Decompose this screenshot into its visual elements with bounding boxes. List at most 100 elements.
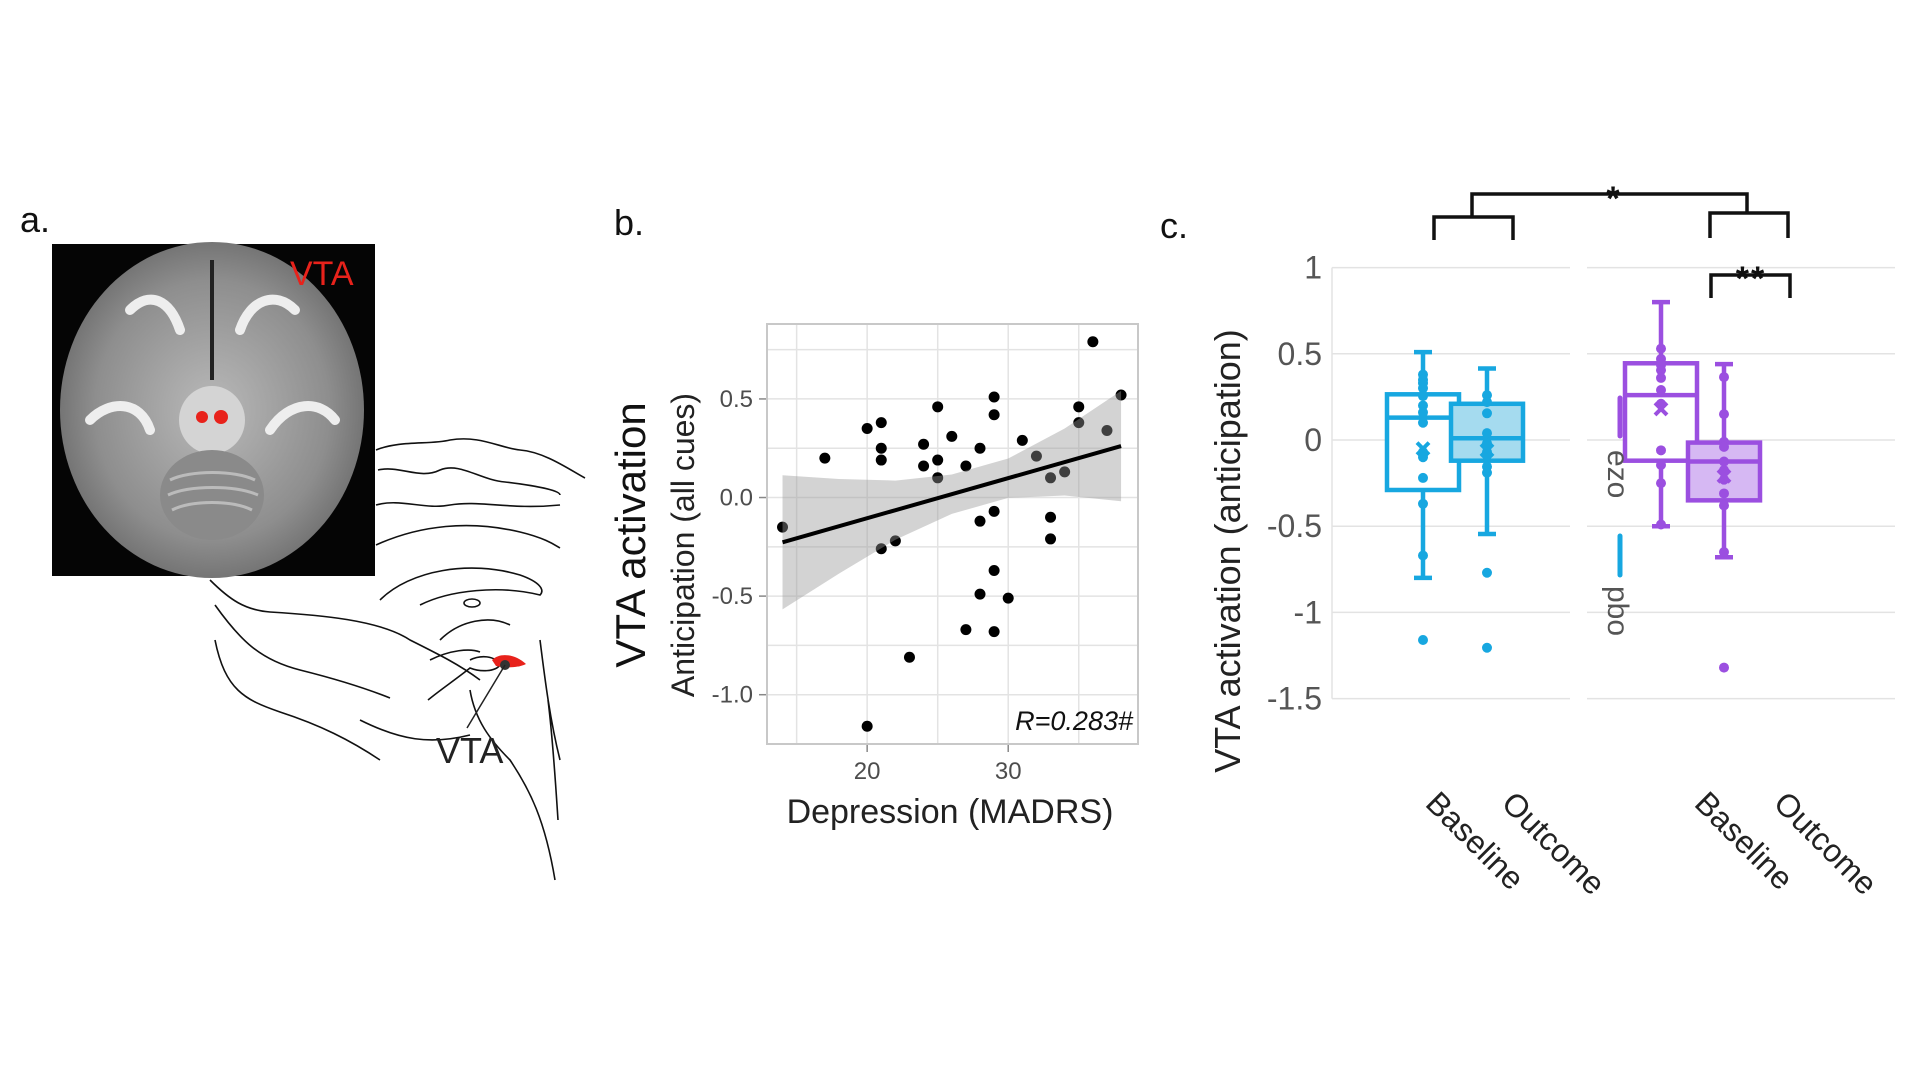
- panel-a: a. VTA: [20, 199, 586, 881]
- scatter-point: [946, 430, 958, 442]
- scatter-point: [861, 423, 873, 435]
- significance-star-group: *: [1606, 180, 1620, 218]
- scatter-point: [1059, 466, 1071, 478]
- data-point: [1482, 408, 1492, 419]
- scatter-ytick-label: -0.5: [712, 583, 753, 610]
- scatter-point: [1045, 533, 1057, 545]
- data-point: [1656, 459, 1666, 470]
- panel-b: b. VTA activation Anticipation (all cues…: [607, 202, 1139, 831]
- data-point: [1656, 519, 1666, 530]
- data-point: [1656, 445, 1666, 456]
- legend-label-pbo: pbo: [1601, 586, 1634, 636]
- scatter-point: [918, 460, 930, 472]
- scatter-annotation: R=0.283#: [1015, 706, 1134, 736]
- data-point: [1656, 365, 1666, 376]
- significance-brackets: [1432, 192, 1792, 298]
- data-point: [1482, 428, 1492, 439]
- scatter-point: [988, 409, 1000, 421]
- scatter-point: [974, 442, 986, 454]
- sagittal-vta-label: VTA: [436, 730, 503, 771]
- scatter-point: [1115, 389, 1127, 401]
- bracket-ezo: [1708, 211, 1790, 238]
- regression-line: [781, 444, 1122, 545]
- scatter-point: [932, 472, 944, 484]
- mean-marker: [1479, 442, 1495, 458]
- scatter-point: [932, 401, 944, 413]
- panel-b-label: b.: [614, 202, 644, 243]
- data-point: [1418, 383, 1428, 394]
- scatter-plot-frame: [766, 323, 1139, 745]
- data-point: [1656, 385, 1666, 396]
- legend: ezo pbo: [1601, 395, 1634, 636]
- data-point: [1719, 441, 1729, 452]
- box-ylabel: VTA activation (anticipation): [1207, 329, 1248, 773]
- scatter-xtick-label: 30: [995, 758, 1022, 785]
- vta-pointer-line: [466, 664, 506, 729]
- mean-marker: [1415, 441, 1431, 457]
- scatter-point: [861, 720, 873, 732]
- data-point: [1656, 372, 1666, 383]
- scatter-xlabel: Depression (MADRS): [787, 793, 1114, 831]
- mean-marker: [1653, 401, 1669, 417]
- data-point: [1656, 478, 1666, 489]
- scatter-ytick-label: -1.0: [712, 682, 753, 709]
- data-point: [1418, 472, 1428, 483]
- scatter-point: [903, 651, 915, 663]
- bracket-ezo-within: [1709, 273, 1792, 298]
- scatter-point: [974, 588, 986, 600]
- data-point: [1719, 488, 1729, 499]
- scatter-point: [960, 460, 972, 472]
- scatter-point: [1030, 450, 1042, 462]
- scatter-point: [988, 505, 1000, 517]
- data-point: [1418, 452, 1428, 463]
- data-point: [1418, 400, 1428, 411]
- data-point: [1719, 409, 1729, 420]
- scatter-point: [974, 515, 986, 527]
- data-point: [1482, 642, 1492, 653]
- scatter-point: [1016, 434, 1028, 446]
- scatter-point: [875, 454, 887, 466]
- sagittal-brain-drawing: [209, 438, 586, 881]
- scatter-point: [1002, 592, 1014, 604]
- mri-vta-label: VTA: [290, 255, 354, 293]
- data-point: [1418, 391, 1428, 402]
- scatter-point: [918, 438, 930, 450]
- scatter-point: [1045, 472, 1057, 484]
- scatter-point: [1073, 417, 1085, 429]
- data-point: [1482, 567, 1492, 578]
- box-ytick-label: 1: [1304, 250, 1322, 286]
- box-ytick-label: 0.5: [1278, 336, 1322, 372]
- data-point: [1719, 547, 1729, 558]
- confidence-band: [782, 390, 1122, 610]
- data-point: [1418, 407, 1428, 418]
- scatter-point: [1101, 424, 1113, 436]
- scatter-ytick-label: 0.5: [720, 386, 753, 413]
- scatter-point: [1073, 401, 1085, 413]
- bracket-pbo: [1432, 215, 1515, 240]
- scatter-xtick-label: 20: [854, 758, 881, 785]
- panel-a-label: a.: [20, 199, 50, 240]
- box-ytick-label: -1: [1294, 594, 1322, 630]
- scatter-point: [889, 535, 901, 547]
- box-ytick-label: -1.5: [1267, 681, 1322, 717]
- data-point: [1719, 662, 1729, 673]
- scatter-point: [875, 442, 887, 454]
- data-point: [1418, 634, 1428, 645]
- data-point: [1719, 500, 1729, 511]
- scatter-point: [875, 417, 887, 429]
- scatter-point: [988, 564, 1000, 576]
- scatter-point: [1045, 511, 1057, 523]
- mri-brain: [60, 242, 364, 578]
- scatter-point: [988, 391, 1000, 403]
- scatter-point: [960, 624, 972, 636]
- data-point: [1418, 417, 1428, 428]
- data-point: [1719, 456, 1729, 467]
- box-ytick-label: -0.5: [1267, 508, 1322, 544]
- scatter-plot: 20 30 0.5 0.0 -0.5 -1.0: [712, 323, 1139, 785]
- bracket-group-comparison: [1470, 192, 1749, 217]
- mean-marker: [1716, 468, 1732, 484]
- scatter-point: [988, 626, 1000, 638]
- data-point: [1482, 397, 1492, 408]
